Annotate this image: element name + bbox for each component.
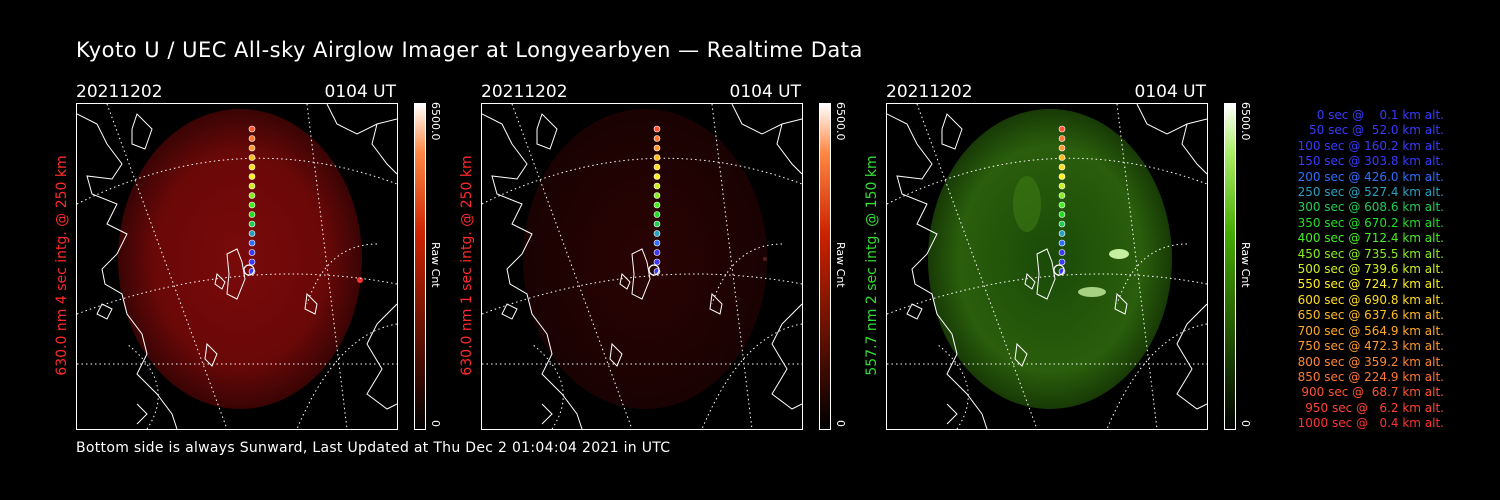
panel-wavelength-label: 557.7 nm 2 sec intg. @ 150 km bbox=[864, 155, 880, 376]
allsky-image bbox=[77, 104, 397, 429]
legend-entry: 250 sec @ 527.4 km alt. bbox=[1297, 185, 1444, 200]
legend-entry: 300 sec @ 608.6 km alt. bbox=[1297, 200, 1444, 215]
legend-entry: 400 sec @ 712.4 km alt. bbox=[1297, 231, 1444, 246]
colorbar bbox=[414, 103, 426, 430]
legend-entry: 500 sec @ 739.6 km alt. bbox=[1297, 262, 1444, 277]
legend-entry: 100 sec @ 160.2 km alt. bbox=[1297, 138, 1444, 153]
allsky-map bbox=[481, 103, 803, 430]
allsky-image bbox=[482, 104, 802, 429]
legend-entry: 200 sec @ 426.0 km alt. bbox=[1297, 169, 1444, 184]
allsky-image bbox=[887, 104, 1207, 429]
panel-date: 20211202 bbox=[481, 82, 568, 102]
legend-entry: 900 sec @ 68.7 km alt. bbox=[1301, 385, 1444, 400]
colorbar bbox=[1224, 103, 1236, 430]
legend-entry: 800 sec @ 359.2 km alt. bbox=[1297, 354, 1444, 369]
panel-wavelength-label: 630.0 nm 4 sec intg. @ 250 km bbox=[54, 155, 70, 376]
allsky-map bbox=[76, 103, 398, 430]
legend-entry: 950 sec @ 6.2 km alt. bbox=[1305, 400, 1444, 415]
legend-entry: 650 sec @ 637.6 km alt. bbox=[1297, 308, 1444, 323]
colorbar-unit: Raw Cnt bbox=[429, 242, 442, 288]
legend-entry: 600 sec @ 690.8 km alt. bbox=[1297, 292, 1444, 307]
panel-time: 0104 UT bbox=[729, 82, 802, 102]
panel-date: 20211202 bbox=[886, 82, 973, 102]
panel-time: 0104 UT bbox=[324, 82, 397, 102]
legend-entry: 0 sec @ 0.1 km alt. bbox=[1316, 108, 1444, 122]
page-title: Kyoto U / UEC All-sky Airglow Imager at … bbox=[76, 38, 863, 62]
colorbar-max: 6500.0 bbox=[429, 102, 442, 141]
legend-entry: 750 sec @ 472.3 km alt. bbox=[1297, 339, 1444, 354]
colorbar-min: 0 bbox=[1239, 420, 1252, 427]
colorbar-min: 0 bbox=[429, 420, 442, 427]
legend-entry: 550 sec @ 724.7 km alt. bbox=[1297, 277, 1444, 292]
legend-entry: 850 sec @ 224.9 km alt. bbox=[1297, 369, 1444, 384]
legend-entry: 450 sec @ 735.5 km alt. bbox=[1297, 246, 1444, 261]
colorbar bbox=[819, 103, 831, 430]
legend-entry: 50 sec @ 52.0 km alt. bbox=[1309, 123, 1444, 138]
colorbar-max: 6500.0 bbox=[834, 102, 847, 141]
panel-wavelength-label: 630.0 nm 1 sec intg. @ 250 km bbox=[459, 155, 475, 376]
altitude-legend: 0 sec @ 0.1 km alt. 50 sec @ 52.0 km alt.… bbox=[1262, 108, 1444, 432]
allsky-map bbox=[886, 103, 1208, 430]
legend-entry: 350 sec @ 670.2 km alt. bbox=[1297, 215, 1444, 230]
colorbar-unit: Raw Cnt bbox=[1239, 242, 1252, 288]
colorbar-max: 6500.0 bbox=[1239, 102, 1252, 141]
colorbar-unit: Raw Cnt bbox=[834, 242, 847, 288]
panel-date: 20211202 bbox=[76, 82, 163, 102]
colorbar-min: 0 bbox=[834, 420, 847, 427]
footer-note: Bottom side is always Sunward, Last Upda… bbox=[76, 440, 671, 456]
legend-entry: 150 sec @ 303.8 km alt. bbox=[1297, 154, 1444, 169]
legend-entry: 700 sec @ 564.9 km alt. bbox=[1297, 323, 1444, 338]
legend-entry: 1000 sec @ 0.4 km alt. bbox=[1297, 416, 1444, 431]
panel-time: 0104 UT bbox=[1134, 82, 1207, 102]
